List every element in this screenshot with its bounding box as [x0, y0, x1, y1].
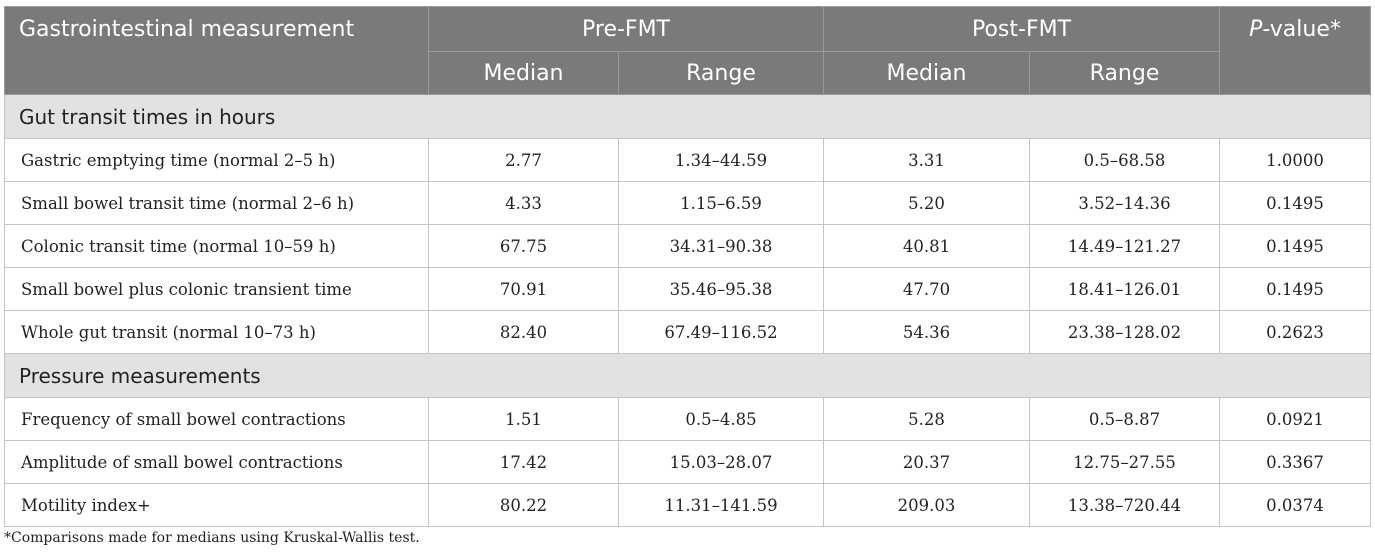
table-row: Motility index+ 80.22 11.31–141.59 209.0…: [4, 483, 1372, 527]
pre-median: 82.40: [428, 310, 619, 354]
row-label: Motility index+: [4, 483, 429, 527]
post-range: 0.5–68.58: [1028, 138, 1221, 182]
post-range: 12.75–27.55: [1028, 440, 1221, 484]
post-range: 13.38–720.44: [1028, 483, 1221, 527]
post-median: 47.70: [823, 267, 1030, 311]
pre-median: 70.91: [428, 267, 619, 311]
header-pre-fmt: Pre-FMT: [428, 6, 824, 52]
table-row: Small bowel plus colonic transient time …: [4, 267, 1372, 311]
p-value: 0.1495: [1219, 267, 1372, 311]
pre-range: 15.03–28.07: [618, 440, 824, 484]
p-value: 0.2623: [1219, 310, 1372, 354]
table-row: Colonic transit time (normal 10–59 h) 67…: [4, 224, 1372, 268]
p-value: 0.1495: [1219, 224, 1372, 268]
row-label: Colonic transit time (normal 10–59 h): [4, 224, 429, 268]
row-label: Gastric emptying time (normal 2–5 h): [4, 138, 429, 182]
post-range: 14.49–121.27: [1028, 224, 1221, 268]
pre-range: 35.46–95.38: [618, 267, 824, 311]
header-post-range: Range: [1028, 51, 1221, 95]
post-median: 5.20: [823, 181, 1030, 225]
pre-range: 0.5–4.85: [618, 397, 824, 441]
section-title: Pressure measurements: [3, 353, 1372, 398]
header-post-median: Median: [823, 51, 1030, 95]
pre-range: 67.49–116.52: [618, 310, 824, 354]
header-measurement: Gastrointestinal measurement: [4, 6, 429, 95]
header-p-value: P-value*: [1219, 6, 1372, 95]
pre-median: 2.77: [428, 138, 619, 182]
p-value: 0.1495: [1219, 181, 1372, 225]
header-pre-median: Median: [428, 51, 619, 95]
post-median: 40.81: [823, 224, 1030, 268]
section-title: Gut transit times in hours: [3, 94, 1372, 139]
pre-range: 34.31–90.38: [618, 224, 824, 268]
row-label: Frequency of small bowel contractions: [4, 397, 429, 441]
pre-median: 80.22: [428, 483, 619, 527]
row-label: Amplitude of small bowel contractions: [4, 440, 429, 484]
table-row: Gastric emptying time (normal 2–5 h) 2.7…: [4, 138, 1372, 182]
p-value: 0.0921: [1219, 397, 1372, 441]
row-label: Whole gut transit (normal 10–73 h): [4, 310, 429, 354]
table-row: Frequency of small bowel contractions 1.…: [4, 397, 1372, 441]
pre-median: 17.42: [428, 440, 619, 484]
pre-median: 67.75: [428, 224, 619, 268]
row-label: Small bowel plus colonic transient time: [4, 267, 429, 311]
post-range: 0.5–8.87: [1028, 397, 1221, 441]
header-post-fmt: Post-FMT: [822, 6, 1221, 52]
table-row: Small bowel transit time (normal 2–6 h) …: [4, 181, 1372, 225]
table-row: Amplitude of small bowel contractions 17…: [4, 440, 1372, 484]
p-value: 0.3367: [1219, 440, 1372, 484]
footnote: *Comparisons made for medians using Krus…: [4, 530, 420, 546]
post-median: 209.03: [823, 483, 1030, 527]
pre-range: 1.34–44.59: [618, 138, 824, 182]
p-value: 0.0374: [1219, 483, 1372, 527]
post-median: 3.31: [823, 138, 1030, 182]
post-median: 20.37: [823, 440, 1030, 484]
pre-range: 11.31–141.59: [618, 483, 824, 527]
post-range: 3.52–14.36: [1028, 181, 1221, 225]
post-range: 18.41–126.01: [1028, 267, 1221, 311]
row-label: Small bowel transit time (normal 2–6 h): [4, 181, 429, 225]
results-table: Gastrointestinal measurement Pre-FMT Pos…: [3, 6, 1372, 527]
post-range: 23.38–128.02: [1028, 310, 1221, 354]
post-median: 5.28: [823, 397, 1030, 441]
pre-median: 1.51: [428, 397, 619, 441]
pre-median: 4.33: [428, 181, 619, 225]
post-median: 54.36: [823, 310, 1030, 354]
table-row: Whole gut transit (normal 10–73 h) 82.40…: [4, 310, 1372, 354]
p-value: 1.0000: [1219, 138, 1372, 182]
header-pre-range: Range: [618, 51, 824, 95]
pre-range: 1.15–6.59: [618, 181, 824, 225]
